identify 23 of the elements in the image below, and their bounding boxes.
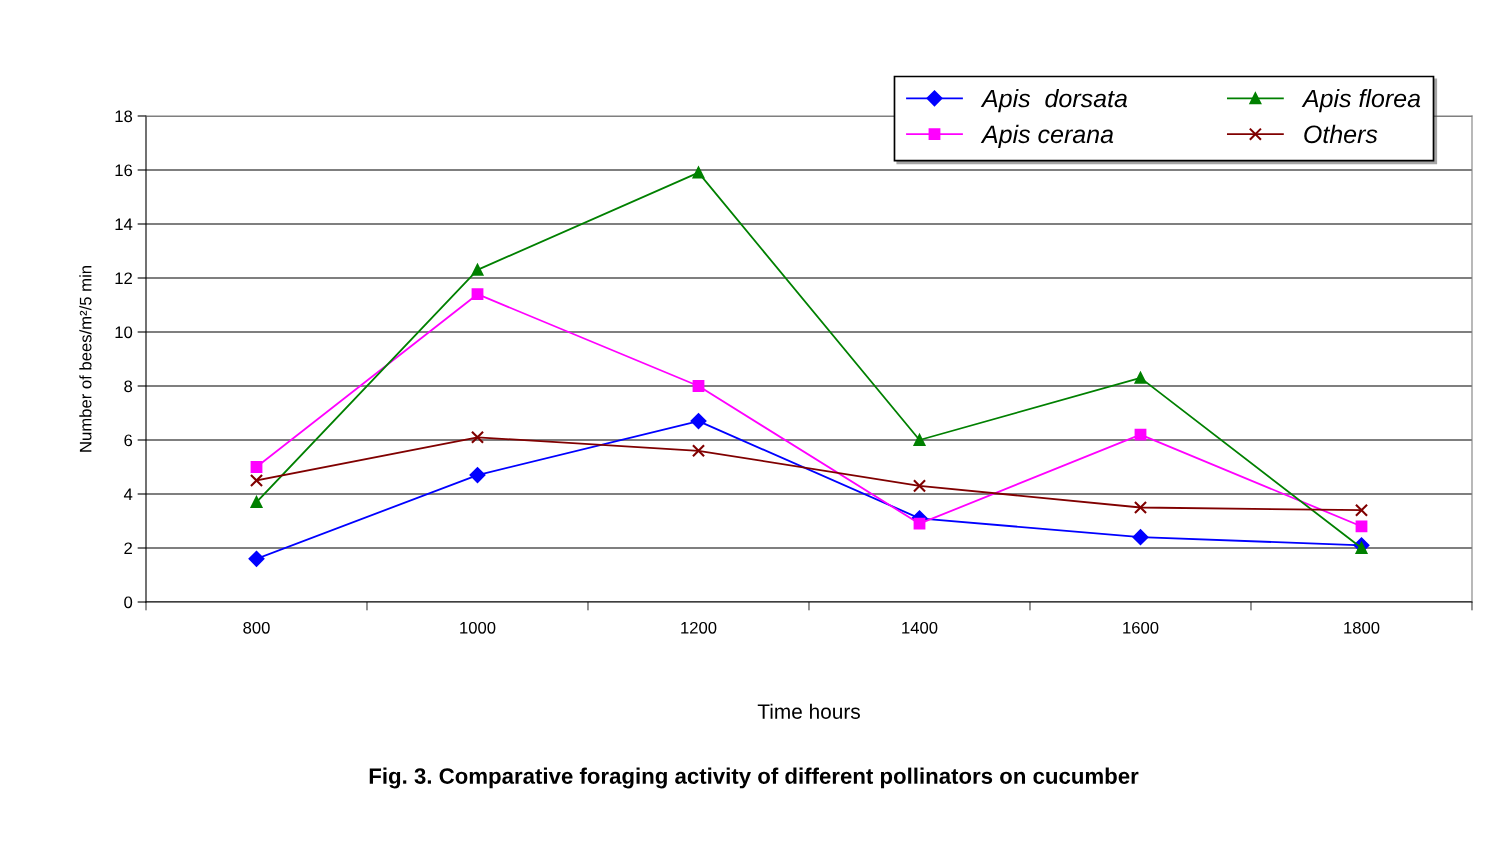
y-tick-label: 0 [124, 596, 133, 609]
y-tick-label: 4 [123, 488, 133, 501]
y-tick-label: 16 [115, 164, 133, 177]
y-tick-label: 18 [115, 110, 133, 123]
y-tick-label: 2 [124, 542, 132, 555]
x-tick-label: 800 [243, 621, 270, 634]
y-tick-label: 10 [115, 326, 133, 339]
legend-label: Apis florea [1301, 89, 1421, 113]
x-axis-title: Time hours [757, 703, 860, 719]
y-tick-label: 6 [124, 434, 133, 447]
legend-label: Apis cerana [980, 124, 1114, 149]
x-tick-label: 1200 [681, 621, 717, 634]
legend-label: Apis dorsata [980, 89, 1128, 113]
x-tick-label: 1800 [1344, 621, 1380, 634]
y-axis-title: Number of bees/m²/5 min [79, 266, 92, 452]
y-tick-label: 14 [115, 218, 133, 231]
y-tick-label: 12 [115, 272, 132, 285]
text: Fig. 3. Comparative foraging activity of different pollinators on cucumber [369, 767, 1139, 789]
x-tick-label: 1400 [902, 621, 938, 634]
x-tick-label: 1000 [460, 621, 496, 634]
y-tick-label: 8 [124, 380, 133, 393]
x-tick-label: 1600 [1123, 621, 1159, 634]
legend-label: Others [1304, 124, 1378, 144]
